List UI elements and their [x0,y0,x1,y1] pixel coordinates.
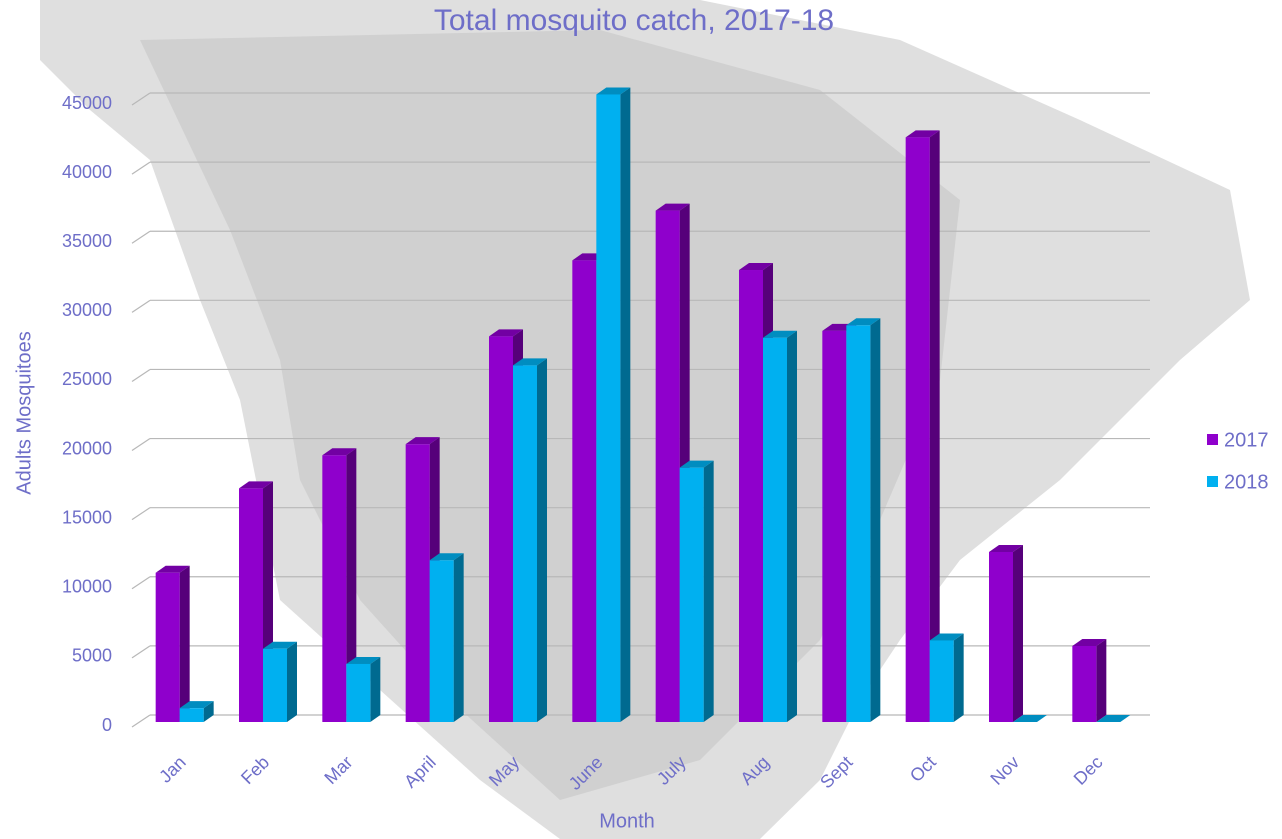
x-tick-label: Feb [237,752,273,788]
bar [572,260,597,722]
bar-top [346,656,381,664]
bar-side [179,565,190,722]
y-tick-label: 35000 [62,231,112,251]
legend-label: 2018 [1224,471,1269,493]
bar-top [655,203,690,211]
y-tick-label: 0 [102,715,112,735]
bar-side [703,460,714,722]
bar-top [679,460,714,468]
bar-top [239,481,273,489]
legend-label: 2017 [1224,429,1269,451]
bar [346,663,371,722]
bar-side [929,130,940,722]
bar [322,455,347,722]
x-axis-label: Month [599,810,655,832]
bar-top [155,565,190,573]
bar-top [429,553,464,561]
x-tick-label: April [400,752,440,792]
y-tick-label: 5000 [72,646,112,666]
bar [846,325,871,722]
bar-side [287,641,297,722]
x-tick-label: Nov [986,752,1023,789]
grid-line-depth [131,576,151,590]
grid-line-depth [131,507,151,521]
y-tick-label: 15000 [62,507,112,527]
bar [929,640,954,722]
bar-top [739,263,773,271]
bar [155,572,180,722]
bar [405,444,430,722]
bar-side [953,633,964,722]
legend-swatch [1207,434,1218,445]
bar [905,137,930,722]
bar [263,648,287,722]
bar [489,336,513,722]
bar-top [513,358,547,366]
bar-top [763,330,797,338]
bar [679,467,704,722]
bar-side [870,318,881,722]
bar-side [1096,638,1107,722]
bar-top [405,437,440,445]
bar [596,94,621,722]
bar-side [346,448,357,722]
bar [179,708,204,722]
bar-side [787,330,797,722]
bar-top [989,544,1023,552]
grid-line-depth [131,645,151,659]
grid-line-depth [131,230,151,244]
y-tick-label: 40000 [62,162,112,182]
bar [429,560,454,722]
y-tick-label: 45000 [62,93,112,113]
bar-top [322,448,357,456]
legend-swatch [1207,476,1218,487]
bar-side [370,656,381,722]
y-tick-label: 25000 [62,369,112,389]
bar [1072,645,1097,722]
x-tick-label: Oct [906,752,940,786]
bar [763,337,787,722]
bar-top [929,633,964,641]
chart-title: Total mosquito catch, 2017-18 [434,4,834,37]
x-tick-label: Jan [155,752,190,787]
bar-top [905,130,940,138]
bar-side [1013,544,1023,722]
bar [989,551,1013,722]
bar-top [179,701,214,709]
grid-line-depth [131,92,151,106]
bar-top [1013,715,1047,722]
bar [822,330,847,722]
bar-side [537,358,547,722]
grid-line-depth [131,714,151,728]
bar-side [203,701,214,722]
y-tick-label: 10000 [62,577,112,597]
grid-line-depth [131,161,151,175]
bar-side [453,553,464,722]
y-axis-label: Adults Mosquitoes [13,331,35,494]
x-tick-label: Mar [320,752,356,788]
x-tick-label: Dec [1070,752,1107,789]
bar-top [846,318,881,326]
y-tick-label: 20000 [62,438,112,458]
grid-line-depth [131,299,151,313]
bar [239,488,263,722]
bar [513,365,537,722]
bar [739,270,763,722]
bar [655,210,680,723]
bar-top [489,329,523,337]
y-tick-label: 30000 [62,300,112,320]
bar-top [263,641,297,649]
grid-line-depth [131,368,151,382]
bar-top [1072,638,1107,646]
bar-top [596,87,631,95]
bar-side [620,87,631,722]
bar-top [1096,715,1131,722]
grid-line-depth [131,438,151,452]
